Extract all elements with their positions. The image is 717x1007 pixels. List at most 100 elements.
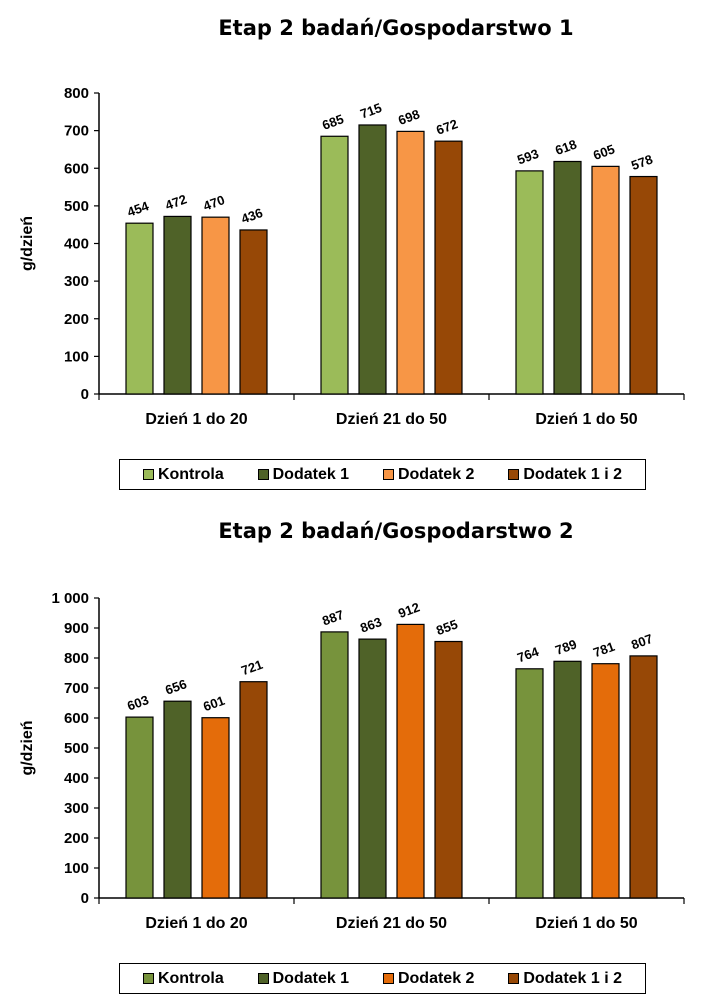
data-label: 656 (163, 676, 189, 698)
legend-swatch (382, 973, 394, 984)
legend-item-dodatek-2: Dodatek 2 (382, 466, 474, 484)
x-tick-label: Dzień 1 do 50 (535, 411, 637, 428)
y-tick-label: 0 (81, 890, 89, 907)
bar (629, 175, 658, 395)
x-tick-label: Dzień 21 do 50 (336, 915, 447, 932)
bar (591, 663, 620, 899)
chart-title: Etap 2 badań/Gospodarstwo 1 (218, 16, 574, 40)
y-tick-label: 600 (64, 160, 89, 177)
data-label: 855 (434, 617, 460, 639)
y-tick-label: 700 (64, 123, 89, 140)
data-label: 605 (591, 141, 617, 163)
bar (201, 216, 230, 395)
legend-label: Dodatek 1 i 2 (523, 969, 623, 987)
legend-item-dodatek-1: Dodatek 1 (257, 969, 350, 988)
chart-legend: Kontrola Dodatek 1 Dodatek 2 Dodatek 1 i… (119, 963, 646, 994)
data-label: 789 (553, 636, 579, 658)
y-tick-label: 300 (64, 800, 89, 817)
legend-swatch (142, 469, 154, 480)
legend-label: Kontrola (157, 969, 224, 987)
bar (591, 165, 620, 395)
y-tick-label: 1 000 (51, 590, 89, 607)
legend-label: Dodatek 1 (272, 465, 350, 483)
x-tick-label: Dzień 21 do 50 (336, 411, 447, 428)
data-label: 715 (358, 100, 384, 122)
legend-item-dodatek-1-i-2: Dodatek 1 i 2 (508, 970, 622, 988)
bar (358, 124, 387, 395)
chart-gospodarstwo-1: Etap 2 badań/Gospodarstwo 1 0 100 200 300 40… (0, 0, 717, 503)
bar (358, 638, 387, 899)
y-tick-label: 800 (64, 650, 89, 667)
y-tick-label: 100 (64, 348, 89, 365)
legend-label: Dodatek 1 i 2 (523, 465, 623, 483)
bar (553, 660, 582, 899)
y-tick-label: 700 (64, 680, 89, 697)
y-tick-label: 500 (64, 198, 89, 215)
y-tick-label: 200 (64, 311, 89, 328)
data-label: 807 (629, 631, 655, 653)
data-label: 618 (553, 136, 579, 158)
data-label: 698 (396, 106, 422, 128)
data-label: 470 (201, 192, 227, 214)
bar (629, 655, 658, 899)
bar (125, 222, 154, 395)
bar (434, 140, 463, 395)
legend-swatch (382, 469, 394, 480)
y-tick-label: 0 (81, 386, 89, 403)
legend-label: Dodatek 2 (397, 969, 475, 987)
y-tick-label: 900 (64, 620, 89, 637)
bar (239, 681, 268, 899)
legend-item-dodatek-1: Dodatek 1 (257, 465, 350, 484)
data-label: 887 (320, 607, 346, 629)
y-axis-label: g/dzień (19, 216, 36, 271)
data-label: 578 (629, 152, 655, 174)
data-label: 603 (125, 692, 151, 714)
bar (125, 716, 154, 899)
y-tick-label: 600 (64, 710, 89, 727)
bar (201, 717, 230, 899)
y-tick-label: 200 (64, 830, 89, 847)
legend-swatch (142, 973, 154, 984)
chart-plot: 0 100 200 300 400 500 600 700 800 g/dzień 454 472 47… (19, 85, 685, 428)
chart-title: Etap 2 badań/Gospodarstwo 2 (218, 519, 574, 543)
legend-item-kontrola: Kontrola (142, 465, 224, 484)
data-label: 685 (320, 111, 346, 133)
data-label: 436 (239, 205, 265, 227)
legend-item-kontrola: Kontrola (142, 969, 224, 988)
bar (163, 215, 192, 395)
bar (434, 640, 463, 899)
data-label: 472 (163, 191, 189, 213)
y-tick-label: 400 (64, 770, 89, 787)
legend-item-dodatek-2: Dodatek 2 (382, 969, 475, 988)
y-tick-label: 100 (64, 860, 89, 877)
bar (396, 130, 425, 395)
legend-swatch (508, 469, 520, 480)
chart-gospodarstwo-2: Etap 2 badań/Gospodarstwo 2 0 100 200 300 40… (0, 503, 717, 1007)
data-label: 601 (201, 693, 227, 715)
data-label: 593 (515, 146, 541, 168)
x-tick-label: Dzień 1 do 20 (145, 411, 247, 428)
chart-plot: 0 100 200 300 400 500 600 700 800 900 1 000 g/dzień… (19, 590, 685, 932)
bar (396, 623, 425, 899)
x-tick-label: Dzień 1 do 20 (145, 915, 247, 932)
y-tick-label: 500 (64, 740, 89, 757)
legend-label: Kontrola (157, 465, 224, 483)
bar (239, 229, 268, 395)
data-label: 672 (434, 116, 460, 138)
y-tick-label: 800 (64, 85, 89, 102)
bar (515, 668, 544, 899)
data-label: 721 (239, 657, 265, 679)
y-axis-label: g/dzień (19, 720, 36, 775)
legend-swatch (508, 973, 520, 984)
bar (320, 135, 349, 395)
data-label: 912 (396, 599, 422, 621)
y-tick-label: 400 (64, 236, 89, 253)
bar (320, 631, 349, 899)
data-label: 781 (591, 639, 617, 661)
data-label: 863 (358, 614, 384, 636)
legend-label: Dodatek 1 (272, 969, 350, 987)
data-label: 764 (515, 644, 541, 666)
y-tick-label: 300 (64, 273, 89, 290)
chart-legend: Kontrola Dodatek 1 Dodatek 2 Dodatek 1 i… (119, 459, 646, 490)
x-tick-label: Dzień 1 do 50 (535, 915, 637, 932)
